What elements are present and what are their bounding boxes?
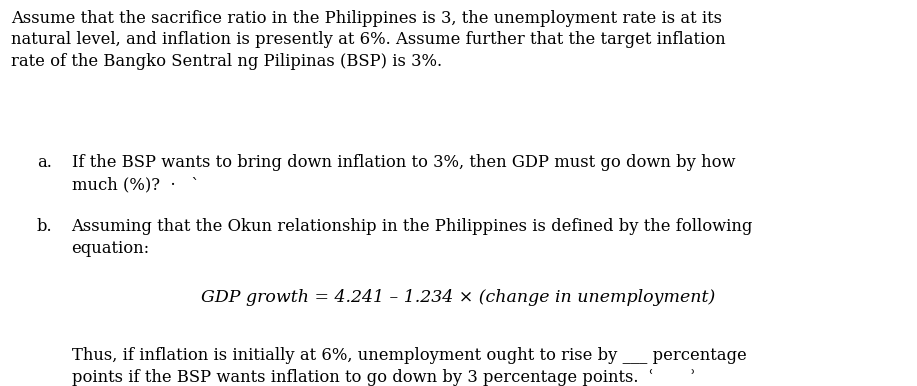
Text: Thus, if inflation is initially at 6%, unemployment ought to rise by ___ percent: Thus, if inflation is initially at 6%, u… [72, 347, 746, 386]
Text: If the BSP wants to bring down inflation to 3%, then GDP must go down by how
muc: If the BSP wants to bring down inflation… [72, 154, 735, 193]
Text: a.: a. [37, 154, 51, 171]
Text: b.: b. [37, 218, 52, 235]
Text: GDP growth = 4.241 – 1.234 × (change in unemployment): GDP growth = 4.241 – 1.234 × (change in … [202, 290, 715, 306]
Text: Assume that the sacrifice ratio in the Philippines is 3, the unemployment rate i: Assume that the sacrifice ratio in the P… [11, 10, 725, 70]
Text: Assuming that the Okun relationship in the Philippines is defined by the followi: Assuming that the Okun relationship in t… [72, 218, 753, 257]
